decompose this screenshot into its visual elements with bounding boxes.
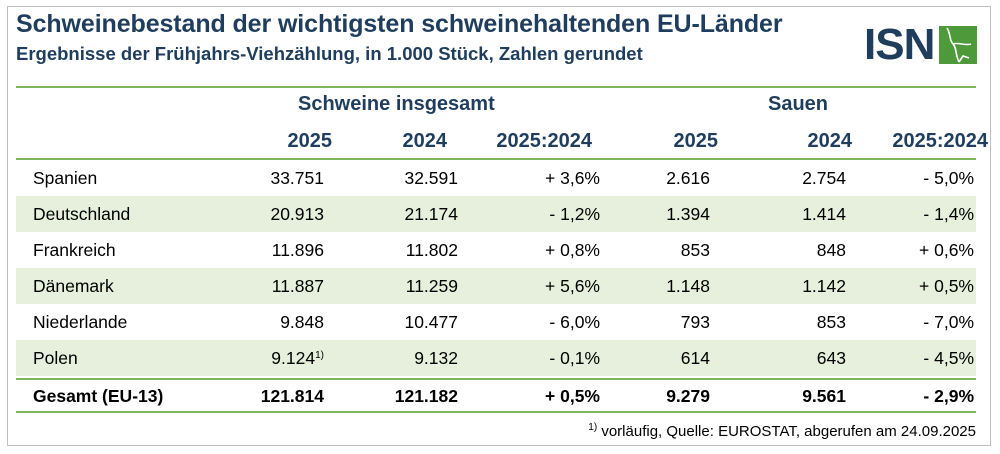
table-row: Frankreich 11.896 11.802 + 0,8% 853 848 … — [16, 232, 976, 268]
value-pchg: - 6,0% — [549, 312, 600, 332]
total-schg: - 2,9% — [923, 386, 974, 406]
value-s2025: 614 — [680, 348, 710, 368]
value-s2024: 853 — [816, 312, 846, 332]
value-pchg: - 1,2% — [549, 204, 600, 224]
rule-total-bottom — [16, 411, 976, 413]
value-s2025: 853 — [680, 240, 710, 260]
col-head-p2024: 2024 — [402, 130, 448, 152]
value-p2024: 21.174 — [404, 204, 458, 224]
value-schg: + 0,6% — [919, 240, 974, 260]
col-head-s2025: 2025 — [673, 130, 719, 152]
col-head-pchg: 2025:2024 — [496, 130, 592, 152]
value-s2024: 643 — [816, 348, 846, 368]
value-pchg: - 0,1% — [549, 348, 600, 368]
total-name: Gesamt (EU-13) — [33, 386, 164, 406]
footnote-marker: 1) — [588, 422, 598, 433]
value-s2025: 793 — [680, 312, 710, 332]
table-row: Spanien 33.751 32.591 + 3,6% 2.616 2.754… — [16, 160, 976, 196]
total-s2025: 9.279 — [666, 386, 710, 406]
value-s2024: 1.414 — [802, 204, 846, 224]
value-p2025: 9.848 — [280, 312, 324, 332]
value-p2024: 9.132 — [414, 348, 458, 368]
value-schg: - 1,4% — [923, 204, 974, 224]
value-p2024: 11.802 — [405, 240, 458, 260]
value-pchg: + 5,6% — [545, 276, 600, 296]
col-head-s2024: 2024 — [807, 130, 853, 152]
value-s2024: 2.754 — [802, 168, 846, 188]
value-p2025: 9.1241) — [271, 348, 324, 369]
value-p2025: 11.887 — [271, 276, 324, 296]
footnote-text: vorläufig, Quelle: EUROSTAT, abgerufen a… — [597, 423, 976, 440]
group-head-total-pigs: Schweine insgesamt — [298, 93, 495, 115]
country-name: Dänemark — [33, 276, 114, 296]
country-name: Deutschland — [33, 204, 131, 224]
table-row: Niederlande 9.848 10.477 - 6,0% 793 853 … — [16, 304, 976, 340]
country-name: Polen — [33, 348, 78, 368]
col-head-p2025: 2025 — [287, 130, 333, 152]
total-p2024: 121.182 — [394, 386, 458, 406]
value-p2025-number: 9.124 — [271, 348, 316, 368]
value-s2024: 848 — [816, 240, 846, 260]
value-s2024: 1.142 — [802, 276, 846, 296]
page-title: Schweinebestand der wichtigsten schweine… — [16, 10, 783, 38]
table-row: Polen 9.1241) 9.132 - 0,1% 614 643 - 4,5… — [16, 340, 976, 376]
total-p2025: 121.814 — [260, 386, 324, 406]
rule-top — [16, 86, 976, 88]
group-head-sows: Sauen — [768, 93, 829, 115]
value-p2025: 33.751 — [270, 168, 324, 188]
value-pchg: + 3,6% — [545, 168, 600, 188]
country-name: Frankreich — [33, 240, 116, 260]
table-row: Deutschland 20.913 21.174 - 1,2% 1.394 1… — [16, 196, 976, 232]
value-p2024: 11.259 — [405, 276, 458, 296]
total-s2024: 9.561 — [802, 386, 846, 406]
value-p2025: 11.896 — [271, 240, 324, 260]
isn-logo: ISN — [864, 20, 977, 70]
country-name: Niederlande — [33, 312, 128, 332]
value-s2025: 2.616 — [666, 168, 710, 188]
rule-header — [16, 158, 976, 160]
value-s2025: 1.394 — [666, 204, 710, 224]
total-row: Gesamt (EU-13) 121.814 121.182 + 0,5% 9.… — [16, 378, 976, 414]
logo-map-icon — [939, 26, 977, 64]
value-pchg: + 0,8% — [545, 240, 600, 260]
value-s2025: 1.148 — [666, 276, 710, 296]
table-row: Dänemark 11.887 11.259 + 5,6% 1.148 1.14… — [16, 268, 976, 304]
value-schg: - 7,0% — [923, 312, 974, 332]
value-p2025: 20.913 — [270, 204, 324, 224]
footnote-marker: 1) — [315, 350, 324, 361]
total-pchg: + 0,5% — [545, 386, 600, 406]
value-schg: - 4,5% — [923, 348, 974, 368]
value-p2024: 10.477 — [404, 312, 458, 332]
value-p2024: 32.591 — [404, 168, 458, 188]
value-schg: + 0,5% — [919, 276, 974, 296]
value-schg: - 5,0% — [923, 168, 974, 188]
rule-total-top — [16, 378, 976, 380]
logo-text: ISN — [864, 20, 935, 69]
country-name: Spanien — [33, 168, 98, 188]
footnote: 1) vorläufig, Quelle: EUROSTAT, abgerufe… — [588, 422, 976, 440]
col-head-schg: 2025:2024 — [892, 130, 988, 152]
page-subtitle: Ergebnisse der Frühjahrs-Viehzählung, in… — [16, 43, 643, 64]
